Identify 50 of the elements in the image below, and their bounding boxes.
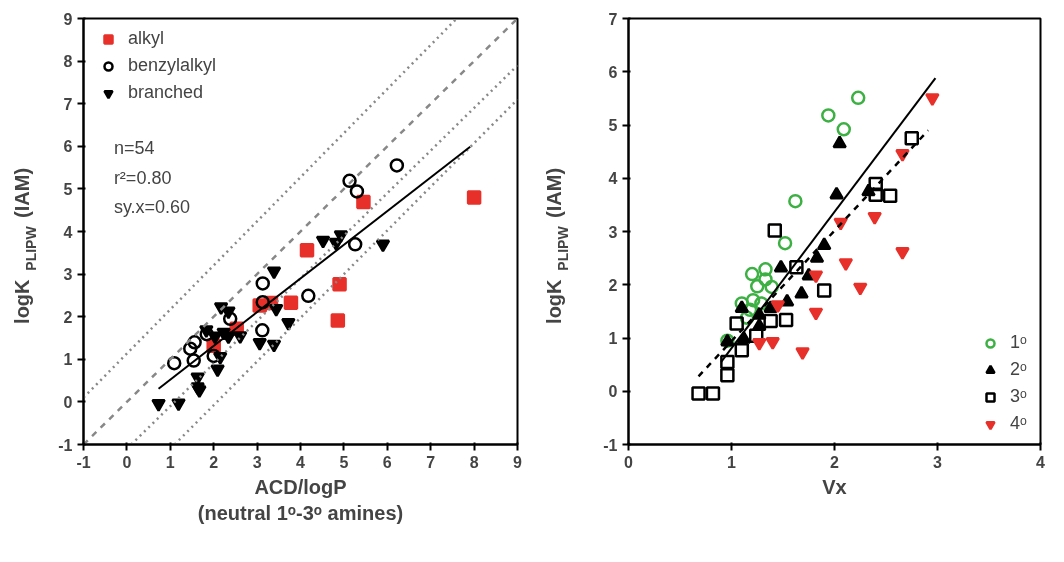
y-tick-label: 4 <box>608 170 618 188</box>
y-tick-label: 6 <box>63 138 73 156</box>
x-tick-label: 1 <box>165 453 175 471</box>
y-tick-label: 5 <box>608 117 618 134</box>
x-tick-label: 3 <box>252 453 262 471</box>
annotation: r²=0.80 <box>113 167 172 188</box>
y-tick-label: -1 <box>58 436 73 454</box>
annotation: n=54 <box>113 137 155 158</box>
x-tick-label: 5 <box>339 453 349 471</box>
y-tick-label: 9 <box>63 10 73 28</box>
x-tick-label: 6 <box>382 453 392 471</box>
y-axis-title: logKPLIPW (IAM) <box>10 167 39 324</box>
y-tick-label: 7 <box>63 95 73 113</box>
y-tick-label: 1 <box>63 351 73 369</box>
x-tick-label: 4 <box>1036 453 1046 471</box>
x-tick-label: -1 <box>76 453 91 471</box>
x-axis-title: ACD/logP (neutral 1ᵒ-3ᵒ amines) <box>197 475 404 524</box>
x-tick-label: 3 <box>933 453 943 471</box>
legend-label: branched <box>128 82 204 103</box>
y-tick-label: 8 <box>63 53 73 71</box>
x-tick-label: 9 <box>513 453 523 471</box>
x-tick-label: 7 <box>426 453 436 471</box>
legend-label: 3ᵒ <box>1010 386 1028 407</box>
x-tick-label: 0 <box>122 453 132 471</box>
y-tick-label: 2 <box>63 308 73 326</box>
y-tick-label: 7 <box>608 10 618 28</box>
legend-label: alkyl <box>128 28 165 49</box>
y-tick-label: 2 <box>608 276 618 294</box>
y-tick-label: 1 <box>608 330 618 347</box>
y-tick-label: 5 <box>63 180 73 198</box>
x-tick-label: 4 <box>296 453 306 471</box>
legend-label: 4ᵒ <box>1010 413 1028 434</box>
y-tick-label: 0 <box>63 393 73 411</box>
y-tick-label: 6 <box>608 63 618 81</box>
annotation: sy.x=0.60 <box>113 197 191 218</box>
y-tick-label: 3 <box>63 266 73 284</box>
x-tick-label: 1 <box>727 453 737 471</box>
x-tick-label: 0 <box>624 453 634 471</box>
legend-label: benzylalkyl <box>128 55 217 76</box>
x-tick-label: 8 <box>469 453 479 471</box>
x-tick-label: 2 <box>209 453 219 471</box>
y-tick-label: -1 <box>603 436 618 454</box>
y-tick-label: 3 <box>608 223 618 241</box>
y-tick-label: 4 <box>63 223 73 241</box>
legend-label: 1ᵒ <box>1010 332 1028 353</box>
y-axis-title: logKPLIPW (IAM) <box>542 167 571 324</box>
x-axis-title: Vx <box>822 475 847 498</box>
y-tick-label: 0 <box>608 383 618 401</box>
x-tick-label: 2 <box>830 453 840 471</box>
legend-label: 2ᵒ <box>1010 359 1028 380</box>
